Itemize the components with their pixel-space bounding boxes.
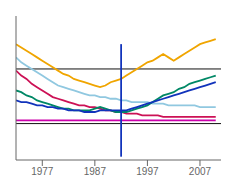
svg-text:2007: 2007: [189, 166, 212, 177]
svg-text:1977: 1977: [31, 166, 54, 177]
svg-text:1987: 1987: [84, 166, 107, 177]
svg-text:1997: 1997: [136, 166, 159, 177]
